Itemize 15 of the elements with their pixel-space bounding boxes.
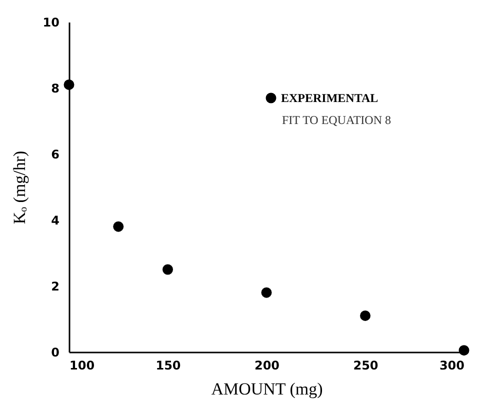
x-tick-label: 150 xyxy=(156,358,181,372)
x-axis-title: AMOUNT (mg) xyxy=(211,380,323,398)
y-tick-label: 0 xyxy=(51,346,60,360)
y-tick-label: 2 xyxy=(51,280,60,294)
y-axis-title: Kₒ (mg/hr) xyxy=(10,150,29,224)
x-tick-label: 200 xyxy=(254,358,280,372)
y-tick-label: 6 xyxy=(51,148,60,162)
annotation: FIT TO EQUATION 8 xyxy=(282,113,392,127)
y-tick-label: 10 xyxy=(42,16,60,30)
legend-label: EXPERIMENTAL xyxy=(281,91,378,105)
y-tick-label: 4 xyxy=(51,214,60,228)
y-tick-label: 8 xyxy=(51,82,60,96)
x-tick-label: 300 xyxy=(439,358,464,372)
x-tick-label: 100 xyxy=(70,358,95,372)
x-tick-label: 250 xyxy=(353,358,378,372)
